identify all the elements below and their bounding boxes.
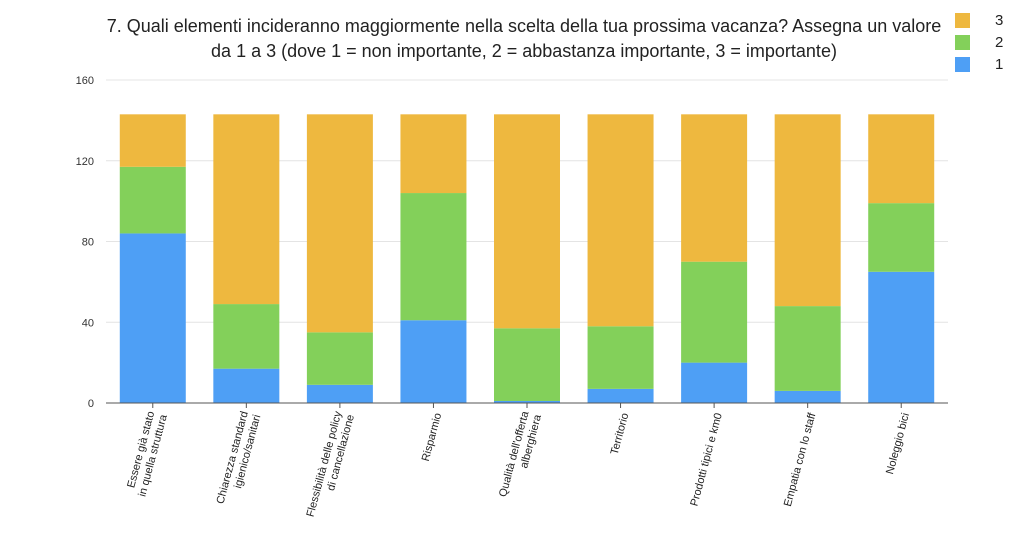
- bar-segment-series-3[interactable]: [306, 114, 373, 333]
- legend-swatch-1: [955, 57, 970, 72]
- bar-segment-series-1[interactable]: [681, 362, 748, 403]
- bar-segment-series-1[interactable]: [213, 368, 280, 403]
- bars: [119, 114, 935, 403]
- bar-segment-series-1[interactable]: [868, 271, 935, 403]
- y-tick-label: 80: [82, 237, 94, 249]
- legend-label-1: 1: [995, 56, 1004, 73]
- bar-segment-series-3[interactable]: [213, 114, 280, 305]
- bar-segment-series-1[interactable]: [774, 390, 841, 403]
- bar-segment-series-1[interactable]: [306, 384, 373, 403]
- bar-segment-series-3[interactable]: [681, 114, 748, 262]
- bar-segment-series-2[interactable]: [213, 304, 280, 369]
- bar-segment-series-2[interactable]: [400, 193, 467, 321]
- bar-segment-series-1[interactable]: [494, 400, 560, 403]
- legend-label-3: 3: [995, 12, 1004, 29]
- bar-segment-series-3[interactable]: [494, 114, 560, 329]
- legend-item-2[interactable]: 2: [955, 32, 1015, 54]
- bar-segment-series-1[interactable]: [119, 233, 186, 403]
- x-category-label: Chiarezza standardigienico/sanitari: [215, 410, 264, 509]
- legend-swatch-2: [955, 35, 970, 50]
- bar-segment-series-3[interactable]: [587, 114, 654, 327]
- bar-segment-series-1[interactable]: [400, 320, 467, 403]
- x-category-label: Prodotti tipici e km0: [688, 412, 724, 508]
- bar-segment-series-2[interactable]: [494, 328, 560, 401]
- y-tick-label: 40: [82, 317, 94, 329]
- x-category-label: Qualità dell'offertaalberghiera: [497, 409, 544, 501]
- legend-label-2: 2: [995, 34, 1004, 51]
- bar-segment-series-2[interactable]: [587, 326, 654, 389]
- y-tick-label: 120: [76, 156, 94, 168]
- bar-segment-series-2[interactable]: [681, 261, 748, 363]
- x-category-label: Territorio: [609, 412, 632, 456]
- y-tick-label: 0: [88, 398, 94, 410]
- legend-swatch-3: [955, 13, 970, 28]
- bar-segment-series-3[interactable]: [400, 114, 467, 194]
- x-category-label: Risparmio: [420, 412, 444, 463]
- x-category-label: Empatia con lo staff: [782, 411, 819, 508]
- legend-item-1[interactable]: 1: [955, 54, 1015, 76]
- bar-segment-series-3[interactable]: [119, 114, 186, 167]
- bar-segment-series-1[interactable]: [587, 388, 654, 403]
- bar-segment-series-2[interactable]: [774, 306, 841, 391]
- axes: [106, 402, 948, 408]
- chart-title: 7. Quali elementi incideranno maggiormen…: [106, 16, 942, 61]
- bar-segment-series-2[interactable]: [868, 203, 935, 272]
- x-category-label: Essere già statoin quella struttura: [124, 409, 170, 498]
- y-tick-label: 160: [76, 75, 94, 87]
- bar-segment-series-3[interactable]: [868, 114, 935, 204]
- legend-item-3[interactable]: 3: [955, 10, 1015, 32]
- x-category-label: Noleggio bici: [884, 412, 912, 476]
- bar-segment-series-2[interactable]: [119, 166, 186, 234]
- x-category-label: Flessibilità delle policydi cancellazion…: [305, 410, 357, 522]
- bar-segment-series-3[interactable]: [774, 114, 841, 307]
- bar-segment-series-2[interactable]: [306, 332, 373, 385]
